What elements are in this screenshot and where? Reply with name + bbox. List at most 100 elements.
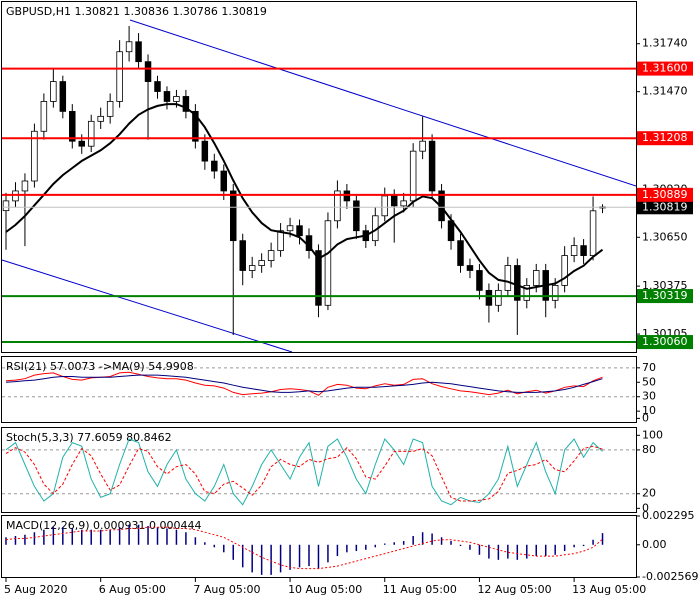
y-tick-label: 80 (642, 443, 656, 456)
x-tick-label: 5 Aug 2020 (4, 583, 67, 596)
candle-body (21, 180, 29, 192)
candle-body (589, 210, 597, 256)
candle-body (485, 289, 493, 306)
candle-body (381, 195, 388, 217)
candle-body (561, 255, 568, 286)
candle-body (409, 150, 417, 202)
x-tick-label: 6 Aug 05:00 (99, 583, 166, 596)
candle-body (2, 200, 10, 212)
last-price-box (637, 200, 693, 215)
candle-body (12, 190, 19, 202)
candle-body (277, 230, 284, 252)
price-panel (1, 1, 637, 353)
candle-body (220, 170, 228, 192)
trend-channel (1, 19, 637, 353)
y-tick-label: 20 (642, 487, 656, 500)
candle-body (324, 220, 332, 306)
x-tick-label: 13 Aug 05:00 (572, 583, 646, 596)
candle-body (476, 270, 483, 291)
indicator-line (5, 374, 603, 393)
level-label: 1.31208 (642, 131, 688, 144)
y-tick-label: 1.30375 (642, 279, 688, 292)
moving-average (5, 103, 604, 290)
y-tick-label: 0.00 (642, 538, 667, 551)
level-label: 1.30060 (642, 335, 688, 348)
level-box (637, 335, 693, 350)
candle-body (343, 190, 351, 202)
y-tick-label: 70 (642, 361, 656, 374)
candle-body (125, 41, 133, 53)
candle-body (230, 190, 237, 242)
macd-panel (1, 515, 637, 578)
candle-body (457, 240, 464, 266)
candle-body (570, 245, 578, 256)
candle-body (192, 110, 199, 142)
x-tick-label: 12 Aug 05:00 (477, 583, 551, 596)
candle-body (69, 110, 76, 142)
y-tick-label: 10 (642, 404, 656, 417)
y-tick-label: 0 (642, 501, 649, 514)
candle-body (173, 96, 180, 102)
level-box (637, 61, 693, 76)
candle-body (182, 96, 190, 112)
indicator-line (5, 438, 603, 506)
level-box (637, 289, 693, 304)
y-tick-label: 50 (642, 375, 656, 388)
x-tick-label: 11 Aug 05:00 (383, 583, 457, 596)
candle-body (135, 41, 142, 63)
candle-body (286, 225, 294, 232)
x-tick-label: 7 Aug 05:00 (193, 583, 260, 596)
level-box (637, 187, 693, 202)
candle-body (239, 240, 246, 271)
candle-body (78, 140, 85, 147)
panel-title: MACD(12,26,9) 0.000931 0.000444 (6, 519, 202, 532)
panel-title: Stoch(5,3,3) 77.6059 80.8462 (6, 431, 172, 444)
candle-body (504, 265, 512, 291)
candle-body (390, 195, 398, 207)
candle-body (154, 81, 161, 92)
trend-line (1, 259, 293, 353)
candle-body (87, 120, 95, 147)
candle-body (580, 245, 587, 256)
last-price-label: 1.30819 (642, 200, 688, 213)
candle-body (514, 265, 521, 301)
y-tick-label: 1.30650 (642, 230, 688, 243)
y-tick-label: 30 (642, 390, 656, 403)
candle-body (466, 265, 474, 271)
level-label: 1.30889 (642, 188, 688, 201)
trend-line (129, 19, 637, 187)
candle-body (419, 140, 426, 152)
candle-body (334, 190, 341, 222)
y-tick-label: 0.002295 (642, 509, 695, 522)
x-tick-label: 10 Aug 05:00 (288, 583, 362, 596)
candle-body (353, 200, 360, 232)
y-tick-label: 0 (642, 411, 649, 424)
candle-body (31, 130, 38, 182)
panel-title: GBPUSD,H1 1.30821 1.30836 1.30786 1.3081… (6, 5, 267, 18)
candle-body (267, 250, 275, 261)
candle-body (116, 51, 123, 102)
candle-body (523, 285, 531, 301)
level-label: 1.31600 (642, 62, 688, 75)
rsi-panel (1, 356, 637, 423)
candle-body (50, 81, 57, 102)
candle-body (258, 260, 265, 266)
candle-body (533, 270, 540, 286)
y-tick-label: 100 (642, 428, 663, 441)
stoch-panel (1, 427, 637, 513)
candle-body (59, 81, 67, 112)
candle-body (211, 160, 218, 172)
candle-body (40, 101, 48, 132)
y-tick-label: 1.31470 (642, 85, 688, 98)
candle-body (551, 285, 559, 301)
candle-body (428, 140, 436, 192)
candle-body (315, 250, 322, 306)
candle-body (201, 140, 209, 162)
candle-body (248, 265, 256, 271)
signal-line (5, 526, 603, 570)
candle-body (296, 225, 303, 237)
y-tick-label: -0.002569 (642, 570, 698, 583)
level-label: 1.30319 (642, 289, 688, 302)
